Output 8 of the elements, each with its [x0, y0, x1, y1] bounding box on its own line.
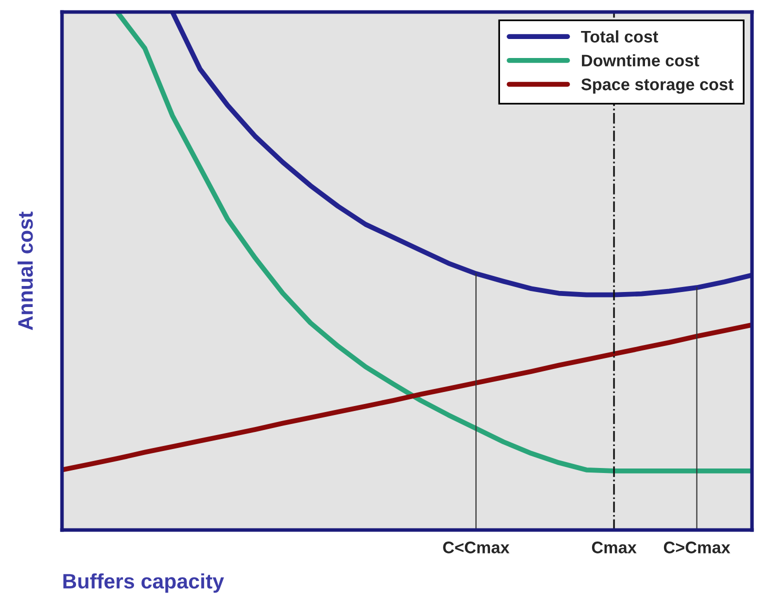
legend-label: Downtime cost [582, 54, 700, 66]
y-axis-title: Annual cost [18, 212, 33, 330]
x-tick-label: Cmax [592, 542, 637, 554]
x-tick-label: C<Cmax [443, 542, 510, 554]
x-axis-title: Buffers capacity [63, 573, 224, 593]
legend-label: Total cost [581, 30, 658, 43]
x-tick-label: C>Cmax [664, 542, 730, 554]
legend-label: Space storage cost [581, 78, 734, 94]
